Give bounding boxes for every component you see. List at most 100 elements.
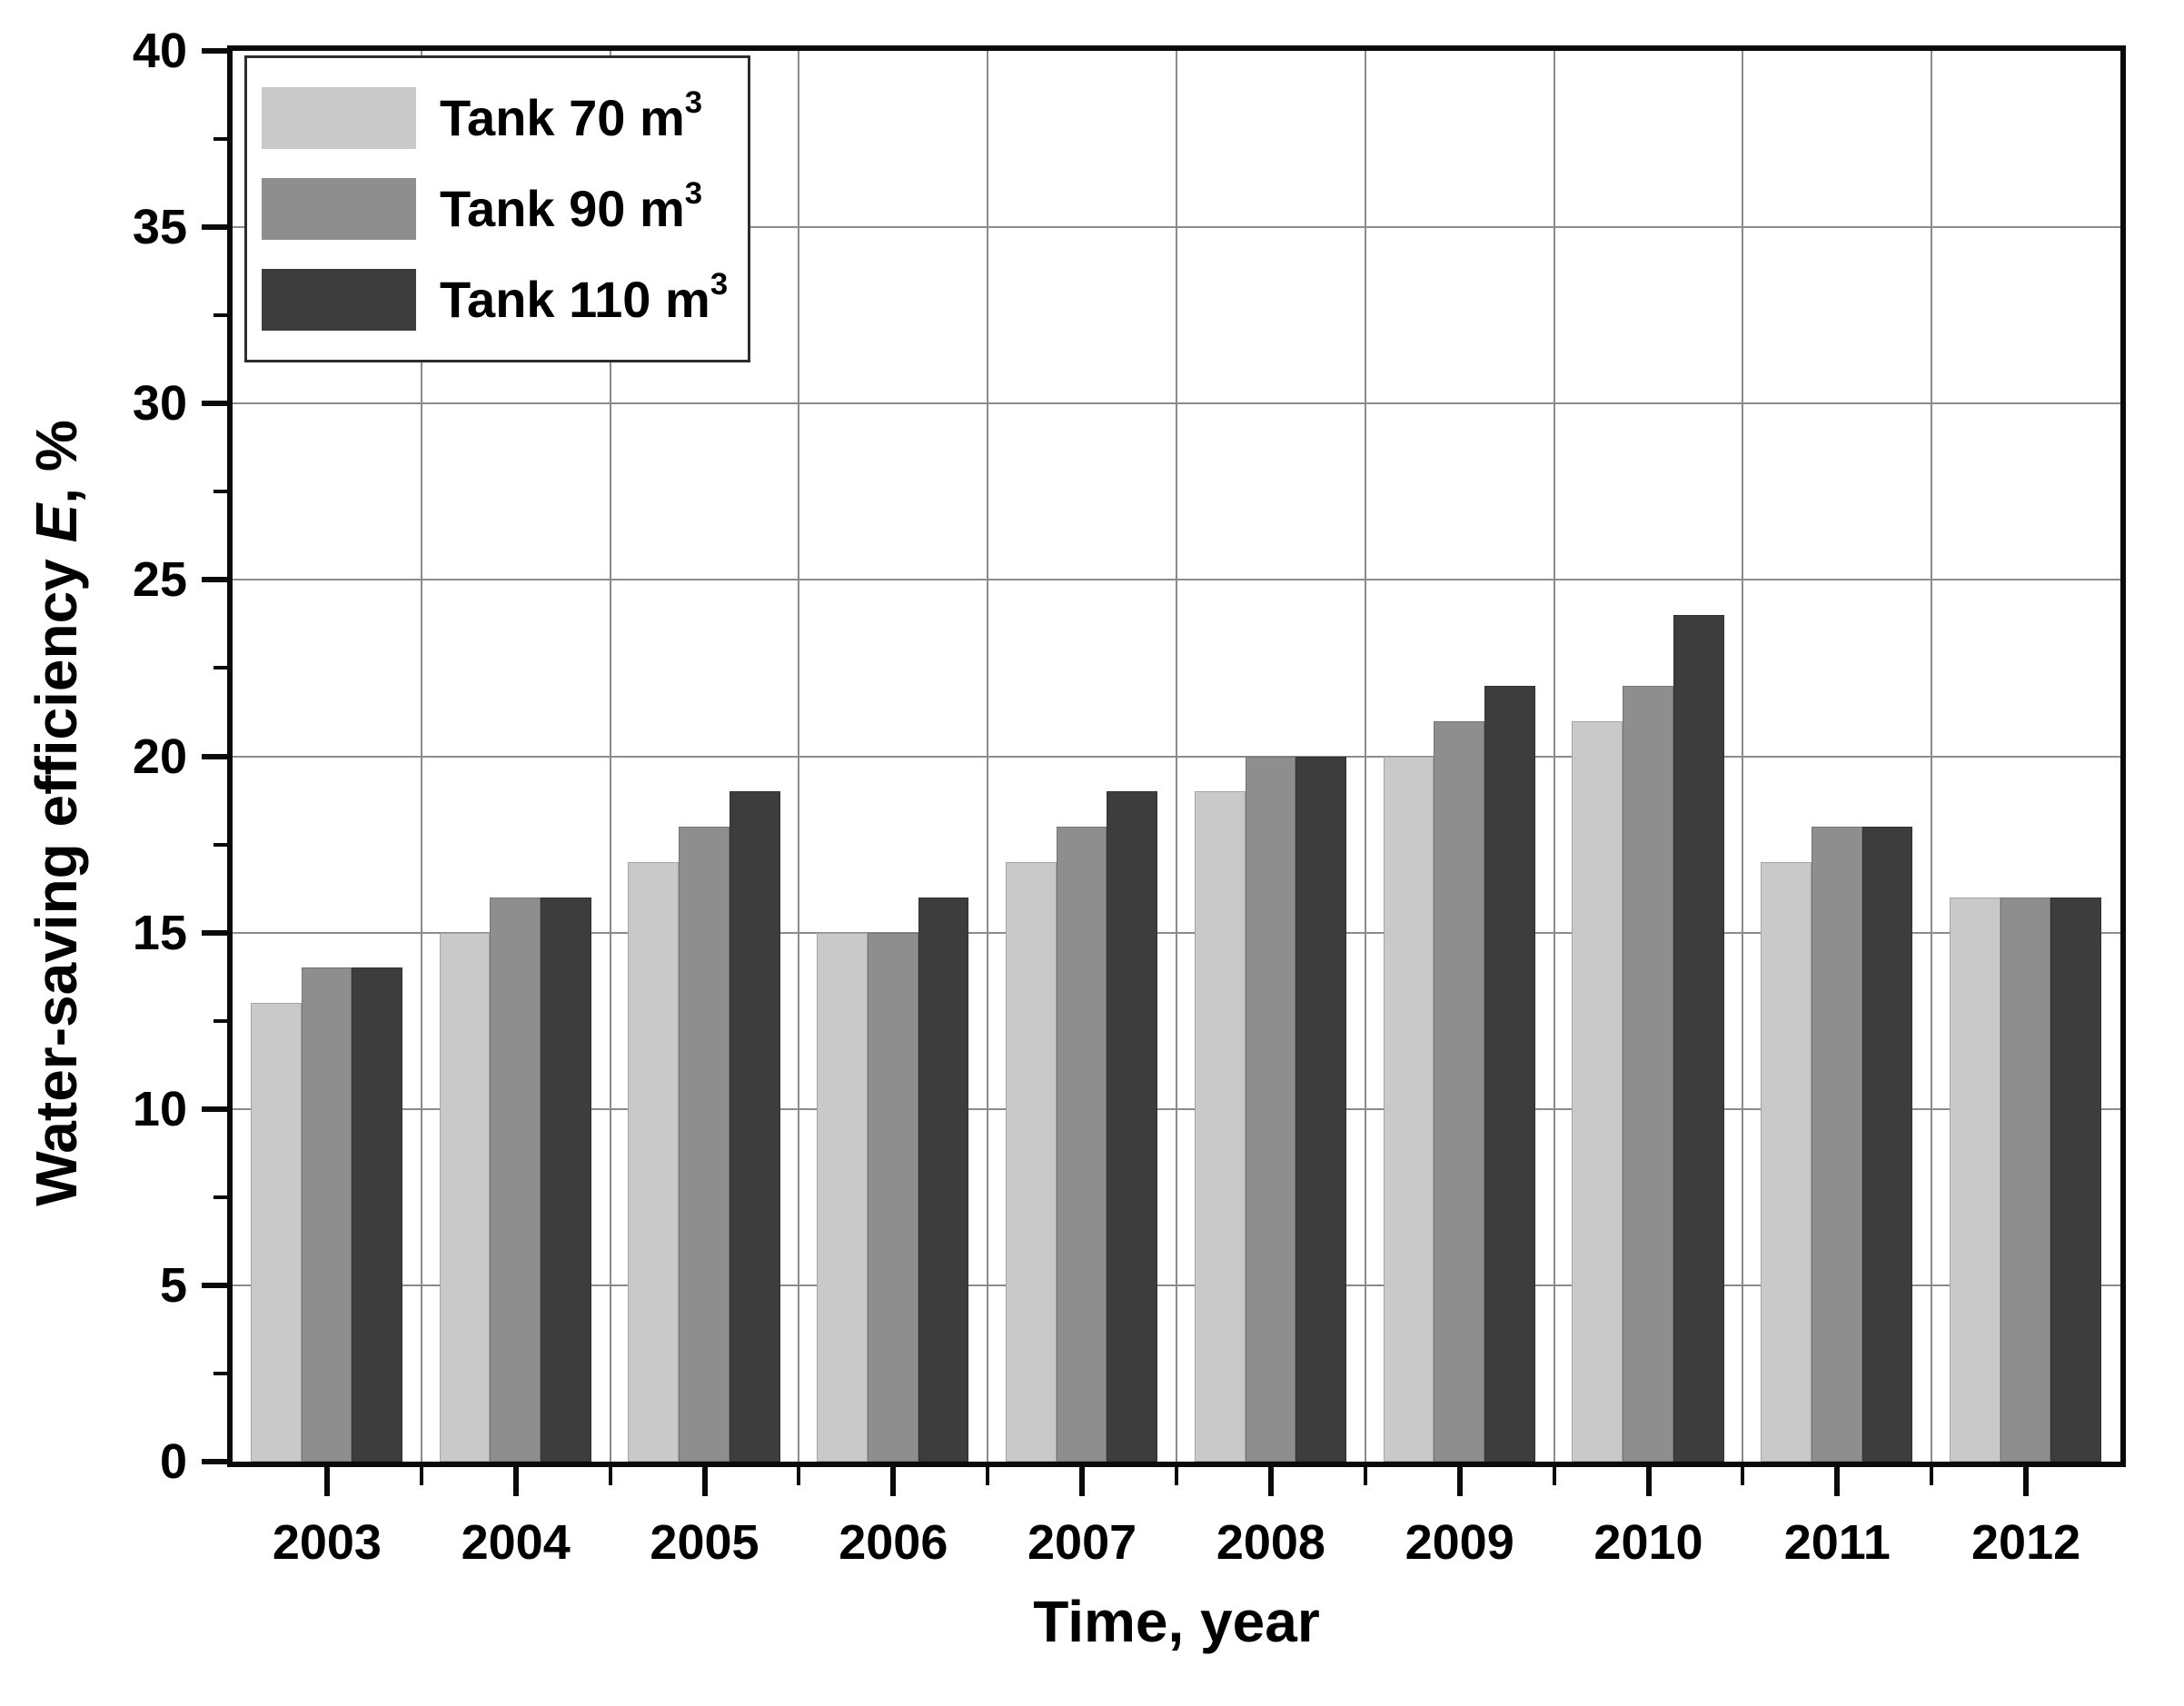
y-axis-title-prefix: Water-saving efficiency — [24, 542, 89, 1206]
bar-70m3-2007 — [1006, 861, 1057, 1462]
vertical-gridline — [1364, 51, 1366, 1462]
bar-110m3-2011 — [1861, 827, 1913, 1462]
vertical-gridline — [1931, 51, 1933, 1462]
y-axis-tick-label: 30 — [132, 376, 187, 431]
x-axis-major-tick — [323, 1467, 330, 1496]
y-axis-major-tick — [202, 1282, 233, 1288]
vertical-gridline — [798, 51, 800, 1462]
y-axis-title-suffix: , % — [24, 420, 89, 504]
x-axis-minor-tick — [797, 1467, 801, 1485]
x-axis-major-tick — [2023, 1467, 2030, 1496]
vertical-gridline — [420, 51, 422, 1462]
bar-group — [799, 51, 988, 1462]
legend-label: Tank 110 m3 — [440, 269, 728, 328]
y-axis-title-symbol: E — [24, 503, 89, 543]
y-axis-tick-label: 20 — [132, 729, 187, 784]
legend-label-text: Tank 110 m — [440, 271, 710, 328]
x-axis-tick-label: 2003 — [272, 1515, 382, 1570]
y-axis-minor-tick — [213, 1195, 233, 1199]
bar-70m3-2008 — [1194, 791, 1246, 1462]
vertical-gridline — [987, 51, 989, 1462]
x-axis-tick-label: 2005 — [650, 1515, 759, 1570]
y-axis-tick-label: 35 — [132, 200, 187, 255]
bar-110m3-2012 — [2050, 897, 2102, 1462]
x-axis-tick-label: 2007 — [1027, 1515, 1137, 1570]
bar-group — [988, 51, 1176, 1462]
bar-90m3-2005 — [679, 827, 730, 1462]
bar-110m3-2005 — [729, 791, 780, 1462]
x-axis-major-tick — [512, 1467, 519, 1496]
bar-group — [1365, 51, 1554, 1462]
x-axis-major-tick — [701, 1467, 708, 1496]
x-axis-major-tick — [1834, 1467, 1841, 1496]
legend-label-text: Tank 70 m — [440, 89, 685, 146]
y-axis-minor-tick — [213, 313, 233, 318]
x-axis-minor-tick — [1175, 1467, 1178, 1485]
vertical-gridline — [609, 51, 611, 1462]
bar-110m3-2010 — [1673, 615, 1724, 1462]
bar-70m3-2005 — [628, 861, 680, 1462]
x-axis-major-tick — [1079, 1467, 1086, 1496]
bar-110m3-2004 — [541, 897, 591, 1462]
y-axis-major-tick — [202, 1459, 233, 1464]
legend-label-superscript: 3 — [684, 176, 703, 212]
x-axis-tick-label: 2011 — [1783, 1515, 1891, 1570]
y-axis-minor-tick — [213, 1371, 233, 1375]
legend-swatch-icon — [262, 269, 416, 331]
y-axis-minor-tick — [213, 1018, 233, 1023]
bar-90m3-2004 — [490, 897, 541, 1462]
bar-110m3-2003 — [352, 967, 402, 1462]
x-axis-minor-tick — [608, 1467, 612, 1485]
bar-70m3-2010 — [1572, 720, 1623, 1462]
x-axis-minor-tick — [1552, 1467, 1556, 1485]
bar-110m3-2006 — [918, 897, 969, 1462]
legend-label-text: Tank 90 m — [440, 180, 685, 237]
y-axis-tick-label: 5 — [159, 1257, 187, 1313]
y-axis-major-tick — [202, 1106, 233, 1112]
bar-110m3-2008 — [1296, 756, 1346, 1462]
y-axis-tick-label: 15 — [132, 905, 187, 960]
bar-90m3-2010 — [1623, 685, 1673, 1462]
x-axis-title: Time, year — [1033, 1589, 1320, 1654]
x-axis-minor-tick — [1363, 1467, 1367, 1485]
bar-90m3-2011 — [1811, 827, 1862, 1462]
bar-110m3-2009 — [1484, 685, 1535, 1462]
bar-70m3-2012 — [1950, 897, 2000, 1462]
legend-item: Tank 110 m3 — [262, 269, 748, 331]
bar-70m3-2011 — [1761, 861, 1812, 1462]
y-axis-minor-tick — [213, 137, 233, 142]
y-axis-minor-tick — [213, 666, 233, 670]
legend-label: Tank 90 m3 — [440, 178, 702, 237]
bar-group — [233, 51, 422, 1462]
legend-swatch-icon — [262, 178, 416, 240]
bar-90m3-2012 — [2000, 897, 2051, 1462]
x-axis-major-tick — [1645, 1467, 1652, 1496]
bar-90m3-2007 — [1056, 827, 1107, 1462]
bar-70m3-2003 — [250, 1003, 302, 1462]
y-axis-minor-tick — [213, 490, 233, 494]
x-axis-tick-label: 2010 — [1593, 1515, 1703, 1570]
legend-item: Tank 90 m3 — [262, 178, 748, 240]
legend-swatch-icon — [262, 87, 416, 149]
bar-group — [1176, 51, 1365, 1462]
bar-70m3-2004 — [439, 932, 491, 1462]
bar-90m3-2003 — [301, 967, 352, 1462]
vertical-gridline — [1553, 51, 1555, 1462]
y-axis-title: Water-saving efficiency E, % — [23, 420, 90, 1205]
y-axis-major-tick — [202, 929, 233, 936]
legend-label-superscript: 3 — [684, 85, 703, 121]
x-axis-tick-label: 2004 — [461, 1515, 571, 1570]
x-axis-major-tick — [890, 1467, 897, 1496]
legend-item: Tank 70 m3 — [262, 87, 748, 149]
x-axis-tick-label: 2008 — [1216, 1515, 1325, 1570]
bar-group — [422, 51, 611, 1462]
bar-group — [1931, 51, 2120, 1462]
x-axis-tick-label: 2009 — [1405, 1515, 1514, 1570]
vertical-gridline — [1176, 51, 1177, 1462]
bar-70m3-2009 — [1383, 756, 1434, 1462]
bar-group — [1742, 51, 1931, 1462]
x-axis-major-tick — [1456, 1467, 1463, 1496]
vertical-gridline — [1742, 51, 1744, 1462]
x-axis-minor-tick — [1930, 1467, 1934, 1485]
plot-area: 0 5 10 15 20 25 30 35 40 2003 2004 2005 2006 2007 2008… — [133, 26, 2126, 1567]
